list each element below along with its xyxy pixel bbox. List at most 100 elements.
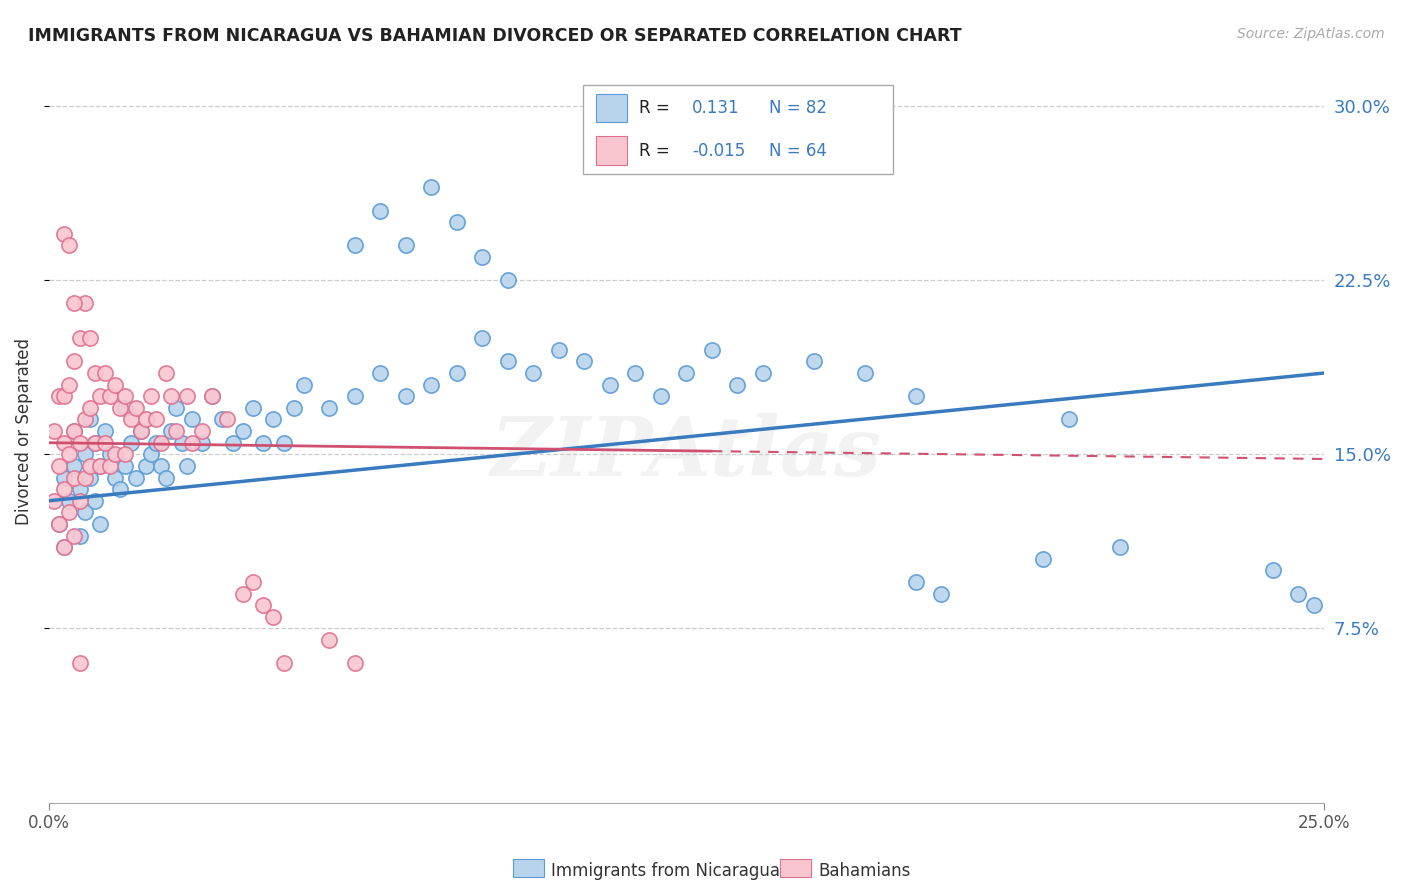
Point — [94, 366, 117, 380]
Point — [89, 389, 111, 403]
Text: N = 64: N = 64 — [769, 142, 827, 160]
Point — [58, 377, 80, 392]
Point — [53, 482, 76, 496]
Point — [73, 412, 96, 426]
Point — [166, 401, 188, 415]
Point — [650, 389, 672, 403]
Point — [201, 389, 224, 403]
Point — [420, 180, 443, 194]
Point — [273, 657, 295, 671]
Point — [48, 389, 70, 403]
Point — [420, 377, 443, 392]
Point — [110, 482, 132, 496]
Point — [110, 401, 132, 415]
Point — [114, 458, 136, 473]
Point — [63, 354, 86, 368]
Point — [471, 331, 494, 345]
Point — [242, 401, 264, 415]
Point — [104, 377, 127, 392]
Point — [176, 389, 198, 403]
Text: ZIPAtlas: ZIPAtlas — [491, 413, 882, 493]
Point — [94, 435, 117, 450]
Point — [252, 599, 274, 613]
Point — [1057, 412, 1080, 426]
Point — [496, 273, 519, 287]
Point — [48, 516, 70, 531]
Point — [283, 401, 305, 415]
Point — [48, 516, 70, 531]
Text: Immigrants from Nicaragua: Immigrants from Nicaragua — [551, 862, 780, 880]
Point — [98, 389, 121, 403]
Point — [69, 331, 91, 345]
Point — [98, 447, 121, 461]
Point — [73, 470, 96, 484]
Point — [89, 516, 111, 531]
Point — [446, 366, 468, 380]
Point — [160, 389, 183, 403]
Point — [370, 203, 392, 218]
Point — [170, 435, 193, 450]
Point — [63, 296, 86, 310]
Point — [129, 424, 152, 438]
Point — [904, 389, 927, 403]
Text: R =: R = — [640, 142, 669, 160]
Point — [58, 238, 80, 252]
Point — [114, 447, 136, 461]
Point — [83, 366, 105, 380]
Point — [69, 435, 91, 450]
Point — [42, 424, 65, 438]
Point — [145, 435, 167, 450]
Point — [89, 458, 111, 473]
Point — [262, 412, 284, 426]
Point — [1032, 551, 1054, 566]
Point — [292, 377, 315, 392]
Point — [120, 412, 142, 426]
Point — [114, 389, 136, 403]
Point — [201, 389, 224, 403]
Point — [853, 366, 876, 380]
Point — [79, 470, 101, 484]
Point — [114, 401, 136, 415]
Point — [104, 447, 127, 461]
Point — [53, 435, 76, 450]
Bar — [596, 136, 627, 165]
Point — [63, 424, 86, 438]
Point — [904, 574, 927, 589]
Point — [129, 424, 152, 438]
Point — [58, 447, 80, 461]
Point — [73, 296, 96, 310]
Point — [98, 458, 121, 473]
Point — [752, 366, 775, 380]
Point — [931, 587, 953, 601]
Point — [232, 587, 254, 601]
Point — [599, 377, 621, 392]
Point — [63, 470, 86, 484]
Point — [548, 343, 571, 357]
Point — [145, 412, 167, 426]
Point — [139, 447, 162, 461]
Point — [1286, 587, 1309, 601]
Point — [211, 412, 233, 426]
Point — [522, 366, 544, 380]
Point — [53, 227, 76, 241]
Point — [262, 610, 284, 624]
Point — [104, 470, 127, 484]
Point — [83, 435, 105, 450]
Point — [725, 377, 748, 392]
Point — [79, 331, 101, 345]
Point — [53, 389, 76, 403]
Point — [242, 574, 264, 589]
Point — [53, 540, 76, 554]
Point — [79, 412, 101, 426]
Point — [1261, 563, 1284, 577]
Point — [58, 493, 80, 508]
Point — [139, 389, 162, 403]
Point — [1109, 540, 1132, 554]
Point — [252, 435, 274, 450]
Point — [1302, 599, 1324, 613]
Point — [135, 412, 157, 426]
Text: R =: R = — [640, 99, 669, 117]
Point — [180, 412, 202, 426]
Point — [73, 505, 96, 519]
Text: Source: ZipAtlas.com: Source: ZipAtlas.com — [1237, 27, 1385, 41]
